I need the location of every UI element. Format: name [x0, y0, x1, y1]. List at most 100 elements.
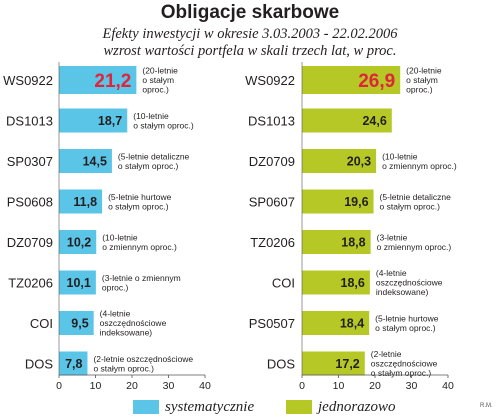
jednorazowo-value-label: 20,3 [347, 155, 371, 169]
jednorazowo-category-label: PS0507 [249, 316, 295, 331]
jednorazowo-bar-annotation: oszczędnościowe [376, 278, 443, 288]
systematycznie-bar-annotation: (5-letnie detaliczne [118, 151, 190, 161]
systematycznie-bar [59, 149, 112, 173]
jednorazowo-x-tick-label: 20 [369, 380, 381, 392]
jednorazowo-category-label: DOS [267, 357, 296, 372]
systematycznie-value-label: 11,8 [73, 195, 97, 209]
chart-title: Obligacje skarbowe [160, 2, 340, 23]
jednorazowo-category-label: SP0607 [249, 195, 295, 210]
systematycznie-bar-annotation: o stałym oproc.) [108, 201, 169, 211]
systematycznie-bar-annotation: oproc.) [142, 85, 169, 95]
jednorazowo-bar-annotation: o stałym oproc.) [375, 323, 436, 333]
systematycznie-bar-annotation: indeksowane) [100, 328, 153, 338]
jednorazowo-value-label: 18,4 [340, 317, 364, 331]
jednorazowo-bar [302, 351, 365, 376]
systematycznie-bar-annotation: (10-letnie [102, 232, 138, 242]
jednorazowo-x-tick-label: 40 [442, 380, 454, 392]
systematycznie-bar [59, 270, 96, 295]
jednorazowo-value-label: 18,6 [341, 276, 365, 290]
legend-label-systematycznie: systematycznie [165, 398, 255, 415]
jednorazowo-bar-annotation: (5-letnie hurtowe [375, 313, 439, 323]
jednorazowo-value-label: 19,6 [344, 195, 368, 209]
systematycznie-value-label: 18,7 [98, 114, 122, 128]
systematycznie-bar-annotation: (4-letnie [100, 309, 131, 319]
jednorazowo-category-label: DZ0709 [249, 154, 295, 169]
legend-label-jednorazowo: jednorazowo [318, 398, 396, 415]
jednorazowo-bar [302, 230, 371, 254]
jednorazowo-bar-annotation: o stałym [406, 75, 438, 85]
systematycznie-value-label: 7,8 [65, 357, 82, 371]
jednorazowo-bar [302, 149, 377, 173]
systematycznie-value-label: 10,2 [67, 236, 91, 250]
systematycznie-value-label: 14,5 [83, 155, 107, 169]
systematycznie-bar-annotation: (10-letnie [133, 111, 169, 121]
systematycznie-bar-annotation: oproc.) [102, 282, 129, 292]
systematycznie-bar-annotation: (3-letnie o zmiennym [102, 273, 181, 283]
jednorazowo-x-tick-label: 30 [406, 380, 418, 392]
systematycznie-category-label: DZ0709 [7, 235, 53, 250]
jednorazowo-x-tick-label: 10 [333, 380, 345, 392]
systematycznie-category-label: TZ0206 [8, 276, 53, 291]
systematycznie-bar [59, 230, 97, 254]
systematycznie-value-label: 21,2 [94, 71, 131, 92]
systematycznie-value-label: 9,5 [71, 317, 88, 331]
jednorazowo-bar [302, 66, 401, 94]
jednorazowo-bar-annotation: (4-letnie [376, 268, 407, 278]
jednorazowo-bar-annotation: indeksowane) [376, 287, 429, 297]
legend-item-systematycznie: systematycznie [133, 398, 254, 416]
jednorazowo-bar [302, 189, 374, 214]
jednorazowo-category-label: TZ0206 [250, 235, 295, 250]
systematycznie-bar-annotation: o stałym [142, 75, 174, 85]
jednorazowo-bar-annotation: o zmiennym oproc.) [377, 242, 452, 252]
systematycznie-bar-annotation: o zmiennym oproc.) [102, 242, 177, 252]
systematycznie-bar-annotation: o stałym oproc.) [118, 161, 179, 171]
systematycznie-bar [59, 189, 103, 214]
chart-subtitle-line-2: wzrost wartości portfela w skali trzech … [103, 43, 397, 59]
systematycznie-bar [59, 311, 94, 335]
jednorazowo-category-label: COI [272, 276, 295, 291]
author-credit: R.M. [480, 403, 493, 409]
systematycznie-category-label: WS0922 [3, 73, 53, 88]
systematycznie-bar [59, 351, 88, 376]
systematycznie-x-tick-label: 20 [126, 380, 138, 392]
jednorazowo-bar-annotation: (3-letnie [377, 232, 408, 242]
jednorazowo-x-tick-label: 0 [299, 380, 305, 392]
jednorazowo-bar-annotation: o stałym oproc.) [380, 201, 441, 211]
jednorazowo-value-label: 24,6 [362, 114, 386, 128]
jednorazowo-bar [302, 311, 370, 335]
jednorazowo-value-label: 18,8 [341, 236, 365, 250]
jednorazowo-category-label: WS0922 [245, 73, 295, 88]
systematycznie-category-label: COI [30, 316, 53, 331]
legend-swatch-systematycznie [133, 400, 159, 414]
systematycznie-x-tick-label: 40 [199, 380, 211, 392]
systematycznie-bar-annotation: (20-letnie [142, 66, 178, 76]
jednorazowo-bar-annotation: oproc.) [406, 85, 433, 95]
jednorazowo-bar-annotation: (5-letnie detaliczne [380, 192, 452, 202]
systematycznie-bar [59, 66, 137, 94]
systematycznie-category-label: PS0608 [7, 195, 53, 210]
jednorazowo-bar [302, 270, 370, 295]
systematycznie-x-tick-label: 30 [163, 380, 175, 392]
systematycznie-category-label: DS1013 [6, 114, 53, 129]
systematycznie-bar-annotation: o stałym oproc.) [93, 363, 154, 373]
jednorazowo-value-label: 26,9 [358, 71, 395, 92]
jednorazowo-bar-annotation: o zmiennym oproc.) [382, 161, 457, 171]
systematycznie-bar-annotation: oszczędnościowe [100, 318, 167, 328]
systematycznie-category-label: SP0307 [7, 154, 53, 169]
systematycznie-category-label: DOS [25, 357, 54, 372]
systematycznie-bar-annotation: (5-letnie hurtowe [108, 192, 172, 202]
jednorazowo-bar-annotation: (20-letnie [406, 66, 442, 76]
jednorazowo-value-label: 17,2 [335, 357, 359, 371]
systematycznie-x-tick-label: 10 [90, 380, 102, 392]
systematycznie-bar-annotation: o stałym oproc.) [133, 120, 194, 130]
systematycznie-x-tick-label: 0 [56, 380, 62, 392]
chart-subtitle-line-1: Efekty inwestycji w okresie 3.03.2003 - … [102, 26, 398, 42]
jednorazowo-bar-annotation: oszczędnościowe [371, 359, 438, 369]
jednorazowo-bar-annotation: (2-letnie [371, 349, 402, 359]
systematycznie-bar [59, 108, 128, 133]
legend-swatch-jednorazowo [286, 400, 312, 414]
jednorazowo-category-label: DS1013 [248, 114, 295, 129]
jednorazowo-bar-annotation: o stałym oproc.) [371, 368, 432, 378]
systematycznie-value-label: 10,1 [67, 276, 91, 290]
